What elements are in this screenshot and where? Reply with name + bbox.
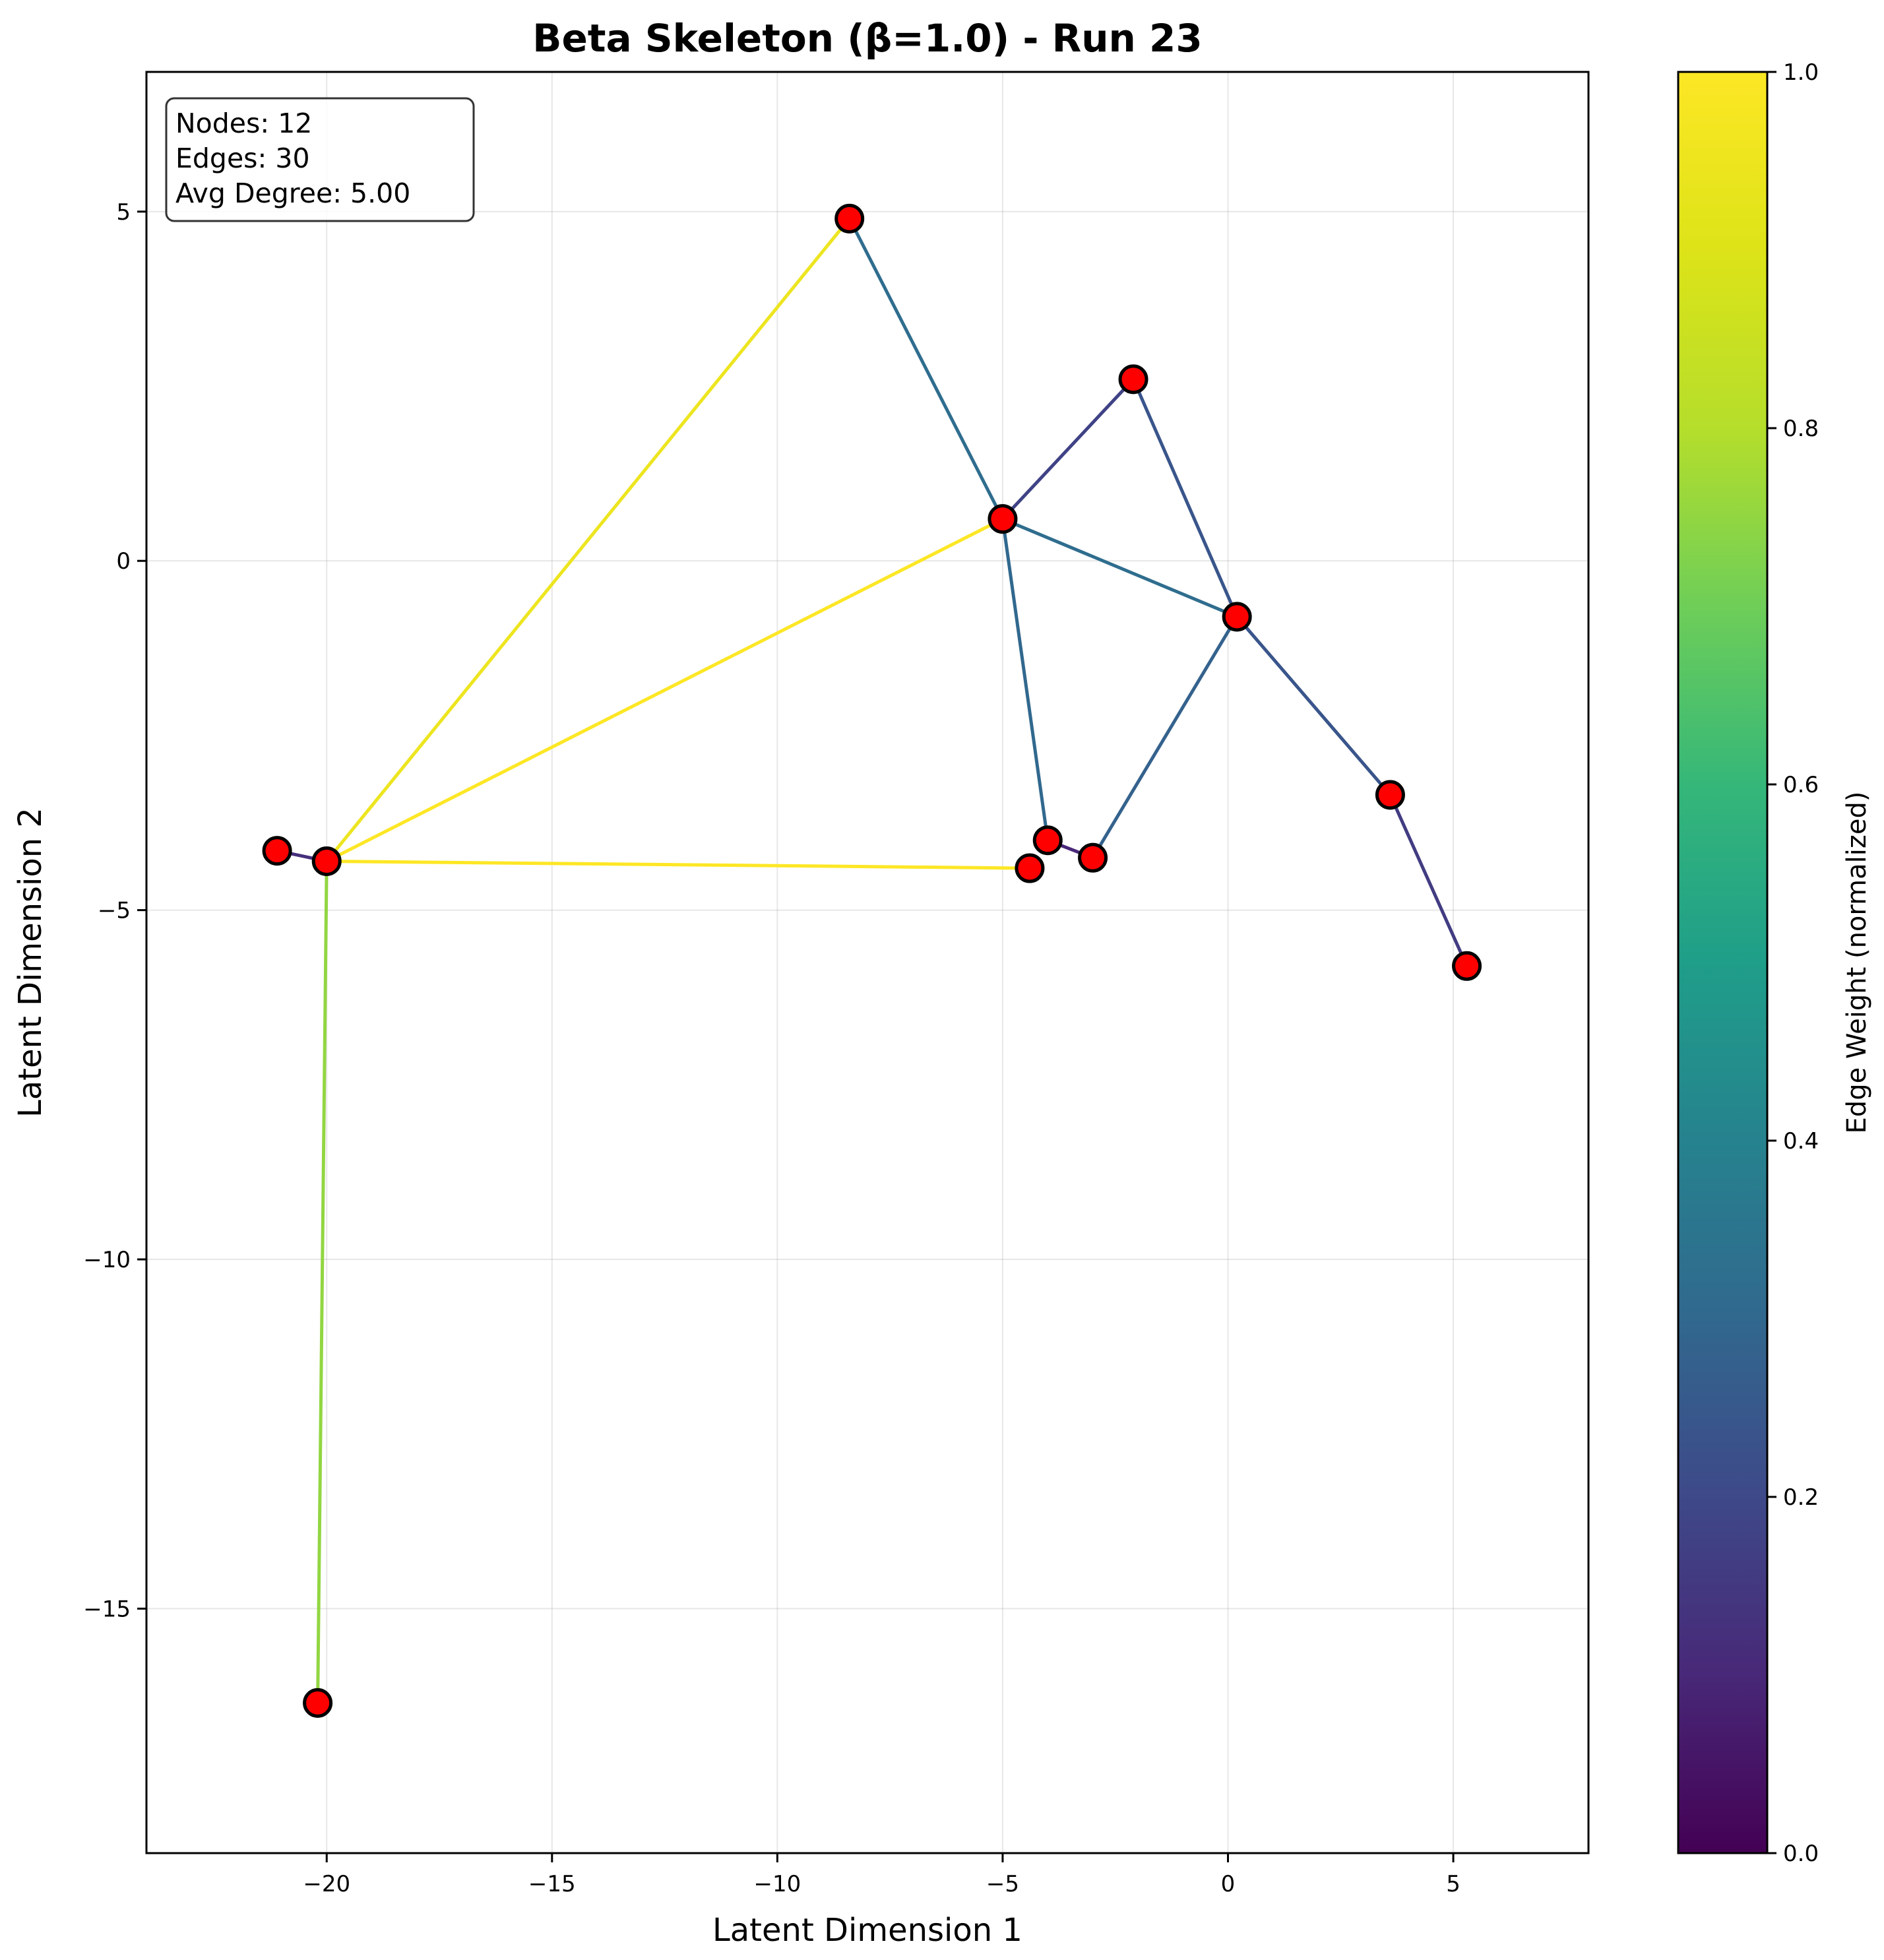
colorbar-tick-label-5: 1.0 xyxy=(1783,59,1819,86)
graph-node-4 xyxy=(1375,780,1405,810)
x-tick-label-3: −5 xyxy=(986,1871,1019,1897)
x-tick-label-4: 0 xyxy=(1221,1871,1236,1897)
x-tick-label-0: −20 xyxy=(303,1871,350,1897)
graph-node-1 xyxy=(1118,364,1148,395)
x-tick-label-1: −15 xyxy=(528,1871,576,1897)
graph-edge-9 xyxy=(1001,517,1050,842)
chart-title: Beta Skeleton (β=1.0) - Run 23 xyxy=(532,16,1202,61)
info-avg-degree: Avg Degree: 5.00 xyxy=(175,177,410,209)
y-tick-label-2: −5 xyxy=(98,898,131,924)
graph-node-0 xyxy=(834,203,865,234)
y-axis: −15 −10 −5 0 5 xyxy=(83,199,146,1622)
graph-edge-12 xyxy=(1388,793,1469,968)
x-axis-label: Latent Dimension 1 xyxy=(712,1912,1022,1949)
graph-edge-10 xyxy=(1091,615,1239,860)
x-tick-label-2: −10 xyxy=(753,1871,801,1897)
graph-node-2 xyxy=(988,504,1018,534)
y-tick-label-3: 0 xyxy=(116,548,131,575)
info-edges: Edges: 30 xyxy=(175,142,310,174)
edges-layer xyxy=(275,216,1469,1705)
graph-edge-0 xyxy=(325,216,852,863)
colorbar-tick-label-4: 0.8 xyxy=(1783,416,1819,442)
graph-edge-3 xyxy=(316,859,329,1705)
colorbar-tick-label-0: 0.0 xyxy=(1783,1841,1819,1867)
colorbar-tick-label-3: 0.6 xyxy=(1783,772,1819,798)
colorbar: 0.0 0.2 0.4 0.6 0.8 1.0 Edge Weight (normaliz… xyxy=(1677,59,1872,1867)
colorbar-gradient xyxy=(1677,71,1769,1854)
graph-node-9 xyxy=(262,836,292,866)
graph-edge-8 xyxy=(1001,517,1239,619)
graph-edge-6 xyxy=(1001,377,1135,521)
graph-node-3 xyxy=(1222,602,1252,632)
graph-node-10 xyxy=(311,846,342,876)
graph-edge-1 xyxy=(325,517,1005,863)
graph-edge-7 xyxy=(1131,377,1239,619)
y-tick-label-4: 5 xyxy=(116,199,131,226)
colorbar-ticks: 0.0 0.2 0.4 0.6 0.8 1.0 xyxy=(1767,59,1819,1867)
x-axis: −20 −15 −10 −5 0 5 xyxy=(303,1853,1460,1897)
graph-edge-2 xyxy=(325,859,1032,870)
grid-lines xyxy=(146,72,1588,1853)
x-tick-label-5: 5 xyxy=(1446,1871,1460,1897)
info-box: Nodes: 12 Edges: 30 Avg Degree: 5.00 xyxy=(165,97,475,222)
info-box-frame xyxy=(165,97,475,222)
y-tick-label-1: −10 xyxy=(83,1247,131,1273)
graph-node-5 xyxy=(1452,951,1482,981)
y-axis-label: Latent Dimension 2 xyxy=(12,807,49,1118)
plot-frame xyxy=(145,71,1590,1854)
nodes-layer xyxy=(262,203,1482,1718)
graph-node-6 xyxy=(1032,825,1063,856)
info-nodes: Nodes: 12 xyxy=(175,108,312,139)
graph-node-8 xyxy=(1015,853,1045,883)
colorbar-tick-label-1: 0.2 xyxy=(1783,1484,1819,1511)
colorbar-label: Edge Weight (normalized) xyxy=(1842,792,1872,1134)
graph-node-7 xyxy=(1078,842,1108,873)
graph-edge-11 xyxy=(1235,615,1392,797)
graph-node-11 xyxy=(303,1688,333,1718)
colorbar-tick-label-2: 0.4 xyxy=(1783,1128,1819,1154)
y-tick-label-0: −15 xyxy=(83,1596,131,1622)
graph-edge-5 xyxy=(848,216,1005,521)
